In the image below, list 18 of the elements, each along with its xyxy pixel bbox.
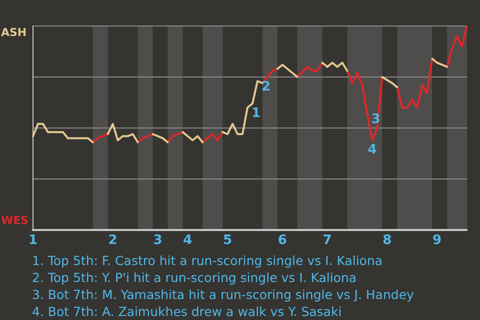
text: 1. Top 5th: F. Castro hit a run-scoring single vs I. Kaliona	[32, 252, 384, 269]
annotation: 1	[252, 106, 261, 121]
text: 2. Top 5th: Y. P'i hit a run-scoring single vs I. Kaliona	[32, 269, 358, 286]
annotation: 4	[368, 142, 377, 158]
text: 3. Bot 7th: M. Yamashita hit a run-scoring single vs J. Handey	[32, 286, 415, 303]
x-tick-label: 4	[183, 233, 192, 248]
x-tick-label: 3	[153, 233, 162, 248]
x-tick-label: 5	[223, 233, 232, 248]
text: WES	[1, 214, 29, 227]
x-tick-label: 2	[108, 233, 118, 248]
x-tick-label: 9	[432, 233, 442, 248]
x-tick-label: 6	[278, 233, 287, 248]
x-tick-label: 7	[322, 233, 332, 248]
text: ASH	[1, 26, 27, 39]
text: 4. Bot 7th: A. Zaimukhes drew a walk vs Y. Sasaki	[32, 303, 343, 320]
annotation: 2	[261, 79, 271, 94]
x-tick-label: 8	[382, 233, 392, 248]
x-tick-label: 1	[28, 233, 38, 248]
